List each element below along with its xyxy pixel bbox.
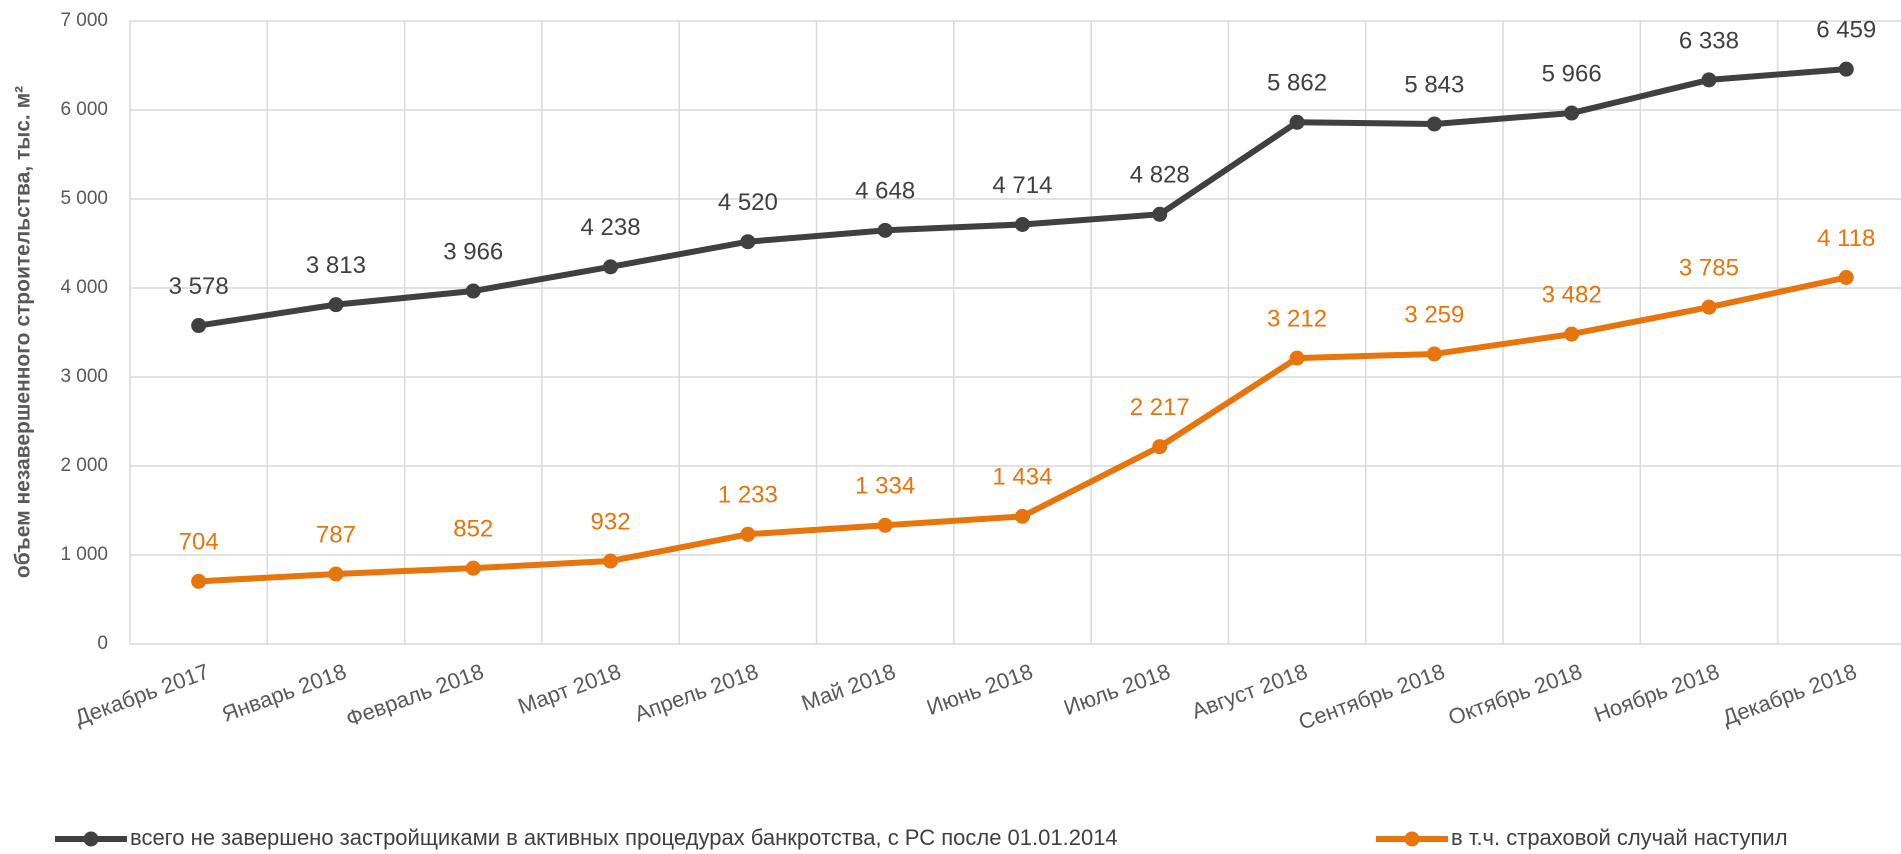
data-label: 4 520 xyxy=(718,189,778,216)
data-point xyxy=(740,526,756,542)
x-tick-label: Декабрь 2018 xyxy=(1719,659,1860,731)
data-label: 6 338 xyxy=(1679,27,1739,54)
x-tick-label: Декабрь 2017 xyxy=(71,659,212,731)
data-point xyxy=(191,318,207,334)
data-label: 5 843 xyxy=(1404,71,1464,98)
data-point xyxy=(1014,508,1030,524)
data-point xyxy=(1701,72,1717,88)
x-tick-label: Февраль 2018 xyxy=(343,659,487,732)
data-point xyxy=(740,234,756,250)
legend-label: в т.ч. страховой случай наступил xyxy=(1451,825,1788,850)
x-tick-label: Июль 2018 xyxy=(1060,659,1173,721)
data-label: 787 xyxy=(316,521,356,548)
y-tick-label: 0 xyxy=(97,633,108,654)
x-tick-label: Июнь 2018 xyxy=(923,659,1036,720)
data-point xyxy=(191,573,207,589)
data-point xyxy=(1152,206,1168,222)
data-point xyxy=(1426,116,1442,132)
data-point xyxy=(877,517,893,533)
data-point xyxy=(603,553,619,569)
data-label: 5 966 xyxy=(1542,60,1602,87)
data-label: 1 334 xyxy=(855,473,915,500)
y-tick-label: 7 000 xyxy=(60,10,108,31)
data-label: 4 648 xyxy=(855,178,915,205)
data-label: 3 813 xyxy=(306,252,366,279)
x-tick-label: Май 2018 xyxy=(798,659,899,716)
data-label: 4 118 xyxy=(1817,225,1875,252)
data-label: 3 578 xyxy=(169,273,229,300)
y-tick-label: 1 000 xyxy=(60,544,108,565)
data-label: 3 212 xyxy=(1267,305,1327,332)
data-label: 4 828 xyxy=(1130,162,1190,189)
data-point xyxy=(1564,326,1580,342)
x-tick-label: Октябрь 2018 xyxy=(1445,659,1585,730)
x-tick-label: Январь 2018 xyxy=(218,659,349,727)
data-point xyxy=(1152,439,1168,455)
data-label: 704 xyxy=(179,529,219,556)
data-point xyxy=(328,566,344,582)
x-tick-label: Сентябрь 2018 xyxy=(1295,659,1448,735)
data-point xyxy=(1701,299,1717,315)
x-tick-label: Ноябрь 2018 xyxy=(1591,659,1723,727)
data-label: 3 482 xyxy=(1542,281,1602,308)
data-point xyxy=(877,222,893,238)
data-label: 4 238 xyxy=(581,214,641,241)
data-label: 932 xyxy=(591,508,631,535)
data-point xyxy=(1838,61,1854,77)
x-tick-label: Август 2018 xyxy=(1188,659,1311,724)
data-point xyxy=(465,560,481,576)
data-point xyxy=(603,259,619,275)
data-point xyxy=(328,297,344,313)
data-label: 3 785 xyxy=(1679,254,1739,281)
legend-marker xyxy=(1404,831,1420,847)
data-point xyxy=(465,283,481,299)
y-tick-label: 3 000 xyxy=(60,366,108,387)
data-label: 852 xyxy=(453,516,493,543)
y-tick-label: 2 000 xyxy=(60,455,108,476)
data-label: 1 434 xyxy=(992,464,1052,491)
y-axis-title: объем незавершенного строительства, тыс.… xyxy=(12,86,35,578)
data-label: 5 862 xyxy=(1267,70,1327,97)
data-label: 1 233 xyxy=(718,482,778,509)
data-point xyxy=(1014,216,1030,232)
data-point xyxy=(1564,105,1580,121)
series-line xyxy=(198,274,1847,585)
data-point xyxy=(1838,269,1854,285)
legend-marker xyxy=(83,831,99,847)
data-label: 3 966 xyxy=(443,238,503,265)
y-tick-label: 5 000 xyxy=(60,188,108,209)
data-point xyxy=(1289,350,1305,366)
data-label: 4 714 xyxy=(992,172,1052,199)
y-tick-label: 6 000 xyxy=(60,99,108,120)
data-label: 6 459 xyxy=(1816,16,1876,43)
data-label: 3 259 xyxy=(1404,301,1464,328)
x-tick-label: Апрель 2018 xyxy=(631,659,761,727)
x-tick-label: Март 2018 xyxy=(514,659,624,719)
legend-label: всего не завершено застройщиками в актив… xyxy=(130,825,1118,850)
data-label: 2 217 xyxy=(1130,394,1190,421)
y-tick-label: 4 000 xyxy=(60,277,108,298)
data-point xyxy=(1426,346,1442,362)
data-point xyxy=(1289,114,1305,130)
